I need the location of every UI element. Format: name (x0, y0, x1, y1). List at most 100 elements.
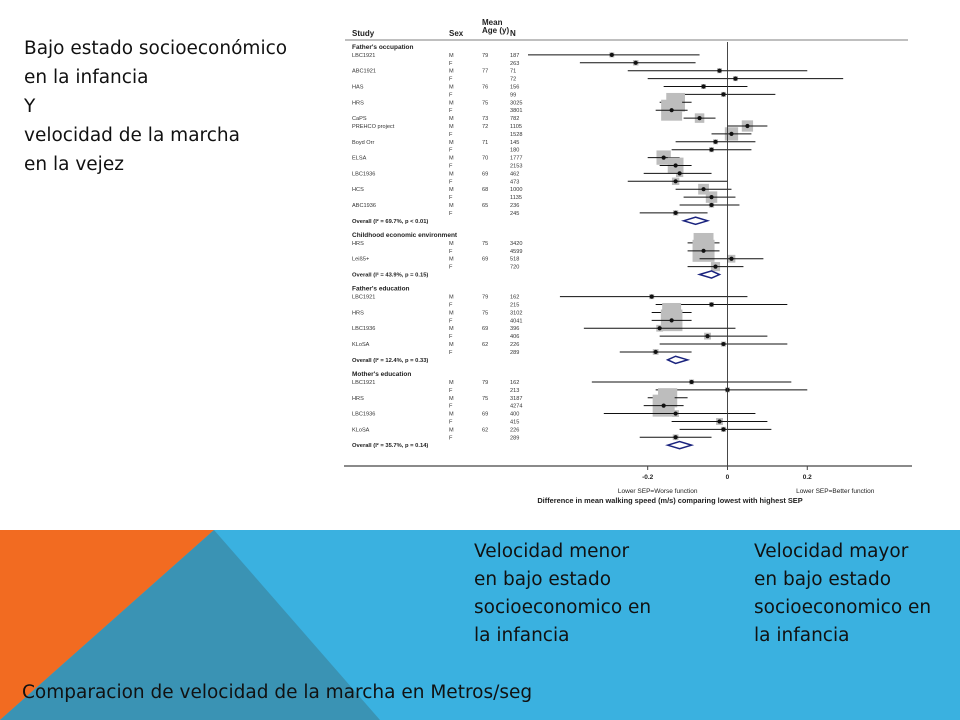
row-n: 406 (510, 334, 519, 340)
row-age: 70 (482, 156, 488, 162)
point-estimate (721, 427, 726, 432)
overall-diamond (696, 270, 722, 279)
point-estimate (657, 326, 662, 331)
point-estimate (721, 92, 726, 97)
row-n: 236 (510, 203, 519, 209)
row-n: 415 (510, 419, 519, 425)
row-n: 289 (510, 350, 519, 356)
row-n: 4274 (510, 404, 522, 410)
point-estimate (733, 76, 738, 81)
row-study: HRS (352, 241, 364, 247)
point-estimate (649, 294, 654, 299)
row-sex: M (449, 257, 454, 263)
point-estimate (673, 435, 678, 440)
row-n: 99 (510, 92, 516, 98)
point-estimate (701, 187, 706, 192)
row-sex: M (449, 326, 454, 332)
row-sex: M (449, 342, 454, 348)
row-age: 69 (482, 412, 488, 418)
section-title: Mother's education (352, 371, 411, 378)
note-lower-line: en bajo estado (474, 569, 612, 590)
overall-diamond (665, 355, 691, 365)
row-study: LBC1936 (352, 326, 375, 332)
row-sex: F (449, 303, 453, 309)
row-study: HRS (352, 100, 364, 106)
row-study: LBC1936 (352, 412, 375, 418)
band-teal-shape (0, 530, 380, 720)
point-estimate (717, 68, 722, 73)
x-tick-label: 0.2 (803, 474, 812, 481)
note-lower-speed: Velocidad menor en bajo estado socioecon… (474, 538, 651, 650)
slide-title: Bajo estado socioeconómico en la infanci… (24, 34, 324, 179)
row-study: CaPS (352, 116, 367, 122)
point-estimate (609, 52, 614, 58)
overall-label: Overall (I² = 43.9%, p = 0.15) (352, 272, 428, 279)
row-n: 3025 (510, 100, 522, 106)
row-study: HAS (352, 85, 364, 91)
row-sex: M (449, 412, 454, 418)
row-sex: F (449, 334, 453, 340)
row-sex: M (449, 241, 454, 247)
point-estimate (705, 334, 710, 339)
row-n: 187 (510, 53, 519, 59)
row-study: LBC1936 (352, 171, 375, 177)
row-n: 1528 (510, 132, 522, 138)
row-sex: F (449, 108, 453, 114)
x-tick-label: -0.2 (642, 474, 654, 481)
row-n: 2153 (510, 164, 522, 170)
row-study: ELSA (352, 156, 367, 162)
note-lower-line: la infancia (474, 625, 570, 646)
row-n: 226 (510, 427, 519, 433)
point-estimate (689, 379, 694, 385)
point-estimate (709, 302, 714, 307)
row-study: HCS (352, 187, 364, 193)
note-higher-line: Velocidad mayor (754, 541, 909, 562)
row-age: 73 (482, 116, 488, 122)
row-study: KLoSA (352, 427, 370, 433)
point-estimate (669, 108, 674, 113)
slide-title-line: en la infancia (24, 67, 149, 88)
row-sex: F (449, 435, 453, 441)
row-sex: M (449, 69, 454, 75)
point-estimate (673, 411, 678, 416)
row-study: HRS (352, 396, 364, 402)
row-n: 720 (510, 265, 519, 271)
row-sex: M (449, 295, 454, 301)
overall-label: Overall (I² = 35.7%, p = 0.14) (352, 442, 428, 449)
slide-title-line: en la vejez (24, 154, 124, 175)
row-n: 180 (510, 148, 519, 154)
row-sex: M (449, 85, 454, 91)
row-study: PREHCO project (352, 124, 395, 130)
row-sex: M (449, 156, 454, 162)
point-estimate (633, 60, 638, 65)
row-study: Leiß5+ (352, 257, 369, 263)
point-estimate (729, 131, 734, 136)
row-age: 75 (482, 100, 488, 106)
row-age: 77 (482, 69, 488, 75)
point-estimate (653, 349, 658, 355)
row-sex: F (449, 179, 453, 185)
caption: Comparacion de velocidad de la marcha en… (22, 682, 533, 703)
row-n: 1135 (510, 195, 522, 201)
row-study: LBC1921 (352, 53, 375, 59)
row-sex: F (449, 164, 453, 170)
header-n: N (510, 29, 516, 38)
row-sex: M (449, 427, 454, 433)
row-age: 79 (482, 295, 488, 301)
row-sex: M (449, 171, 454, 177)
row-n: 518 (510, 257, 519, 263)
row-sex: F (449, 388, 453, 394)
row-age: 72 (482, 124, 488, 130)
row-age: 69 (482, 326, 488, 332)
section-title: Childhood economic environment (352, 232, 458, 239)
row-n: 3420 (510, 241, 522, 247)
point-estimate (721, 341, 726, 347)
row-age: 75 (482, 310, 488, 316)
row-age: 75 (482, 396, 488, 402)
row-n: 3801 (510, 108, 522, 114)
row-n: 782 (510, 116, 519, 122)
overall-diamond (680, 216, 711, 226)
row-n: 1000 (510, 187, 522, 193)
row-n: 213 (510, 388, 519, 394)
note-higher-speed: Velocidad mayor en bajo estado socioecon… (754, 538, 931, 650)
